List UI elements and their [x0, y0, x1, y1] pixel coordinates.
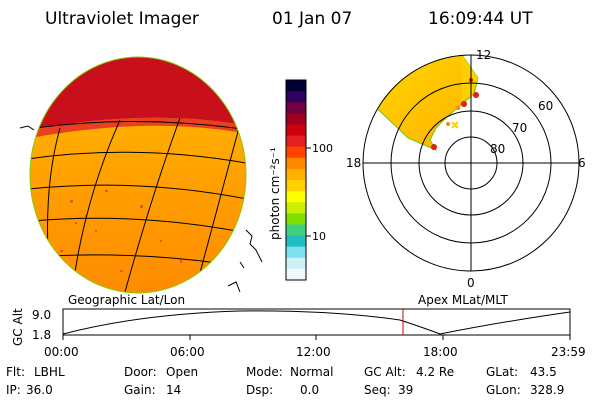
- status-dsp-value: 0.0: [300, 383, 319, 397]
- altitude-xtick-2359: 23:59: [551, 345, 586, 359]
- colorbar-swatch: [286, 268, 306, 281]
- altitude-xtick-1200: 12:00: [296, 345, 331, 359]
- status-seq-value: 39: [398, 383, 413, 397]
- status-glat-label: GLat:: [486, 365, 518, 379]
- colorbar-swatch: [286, 202, 306, 214]
- altitude-xtick-0600: 06:00: [170, 345, 205, 359]
- status-glat-value: 43.5: [530, 365, 557, 379]
- colorbar-swatch: [286, 168, 306, 181]
- colorbar-tick-label-10: 10: [312, 230, 326, 243]
- status-dsp-label: Dsp:: [246, 383, 273, 397]
- status-seq-label: Seq:: [364, 383, 391, 397]
- header-title: Ultraviolet Imager: [45, 9, 199, 29]
- colorbar-frame: [285, 79, 307, 281]
- status-gcalt-value: 4.2 Re: [416, 365, 454, 379]
- colorbar-swatch: [286, 102, 306, 114]
- polar-mlt-label-0: 0: [467, 276, 475, 290]
- colorbar-swatch: [286, 235, 306, 248]
- status-ip-label: IP:: [6, 383, 21, 397]
- polar-caption: Apex MLat/MLT: [418, 293, 508, 307]
- colorbar-swatch: [286, 113, 306, 125]
- polar-plot: [362, 54, 580, 272]
- colorbar-swatch: [286, 191, 306, 203]
- altitude-xtick-0000: 00:00: [44, 345, 79, 359]
- altitude-xtick-1800: 18:00: [423, 345, 458, 359]
- colorbar-swatch: [286, 124, 306, 137]
- colorbar-swatch: [286, 213, 306, 225]
- colorbar-swatch: [286, 224, 306, 237]
- polar-mlt-label-6: 6: [578, 156, 586, 170]
- colorbar-swatch: [286, 157, 306, 170]
- left-panel-caption: Geographic Lat/Lon: [68, 293, 185, 307]
- colorbar-swatch: [286, 80, 306, 92]
- colorbar-swatch: [286, 257, 306, 270]
- status-gain-label: Gain:: [124, 383, 156, 397]
- colorbar-swatch: [286, 135, 306, 148]
- status-mode-value: Normal: [290, 365, 333, 379]
- colorbar-swatch: [286, 246, 306, 259]
- status-door-label: Door:: [124, 365, 157, 379]
- colorbar-swatch: [286, 146, 306, 159]
- altitude-ytick-9: 9.0: [32, 308, 51, 322]
- status-flt-label: Flt:: [6, 365, 25, 379]
- status-panel: Flt: LBHL Door: Open Mode: Normal GC Alt…: [6, 365, 564, 397]
- status-glon-label: GLon:: [486, 383, 521, 397]
- altitude-ylabel: GC Alt: [11, 308, 25, 346]
- header-time: 16:09:44 UT: [428, 9, 533, 29]
- polar-mlt-label-18: 18: [346, 156, 361, 170]
- status-glon-value: 328.9: [530, 383, 564, 397]
- altitude-plot: [62, 308, 571, 340]
- polar-mlat-label-70: 70: [512, 121, 527, 135]
- polar-mlt-label-12: 12: [476, 48, 491, 62]
- colorbar-swatch: [286, 180, 306, 192]
- colorbar-unit-label: photon cm⁻²s⁻¹: [268, 147, 282, 240]
- polar-mlat-label-60: 60: [538, 99, 553, 113]
- colorbar-tick-label-100: 100: [312, 142, 333, 155]
- polar-mlat-label-80: 80: [490, 142, 505, 156]
- status-mode-label: Mode:: [246, 365, 283, 379]
- colorbar-swatch: [286, 91, 306, 103]
- status-door-value: Open: [166, 365, 198, 379]
- header-date: 01 Jan 07: [272, 9, 352, 29]
- status-gain-value: 14: [166, 383, 181, 397]
- status-gcalt-label: GC Alt:: [364, 365, 406, 379]
- status-flt-value: LBHL: [34, 365, 65, 379]
- earth-disk-image: [19, 56, 263, 294]
- status-ip-value: 36.0: [26, 383, 53, 397]
- altitude-ytick-1-8: 1.8: [32, 328, 51, 342]
- colorbar: [286, 80, 306, 281]
